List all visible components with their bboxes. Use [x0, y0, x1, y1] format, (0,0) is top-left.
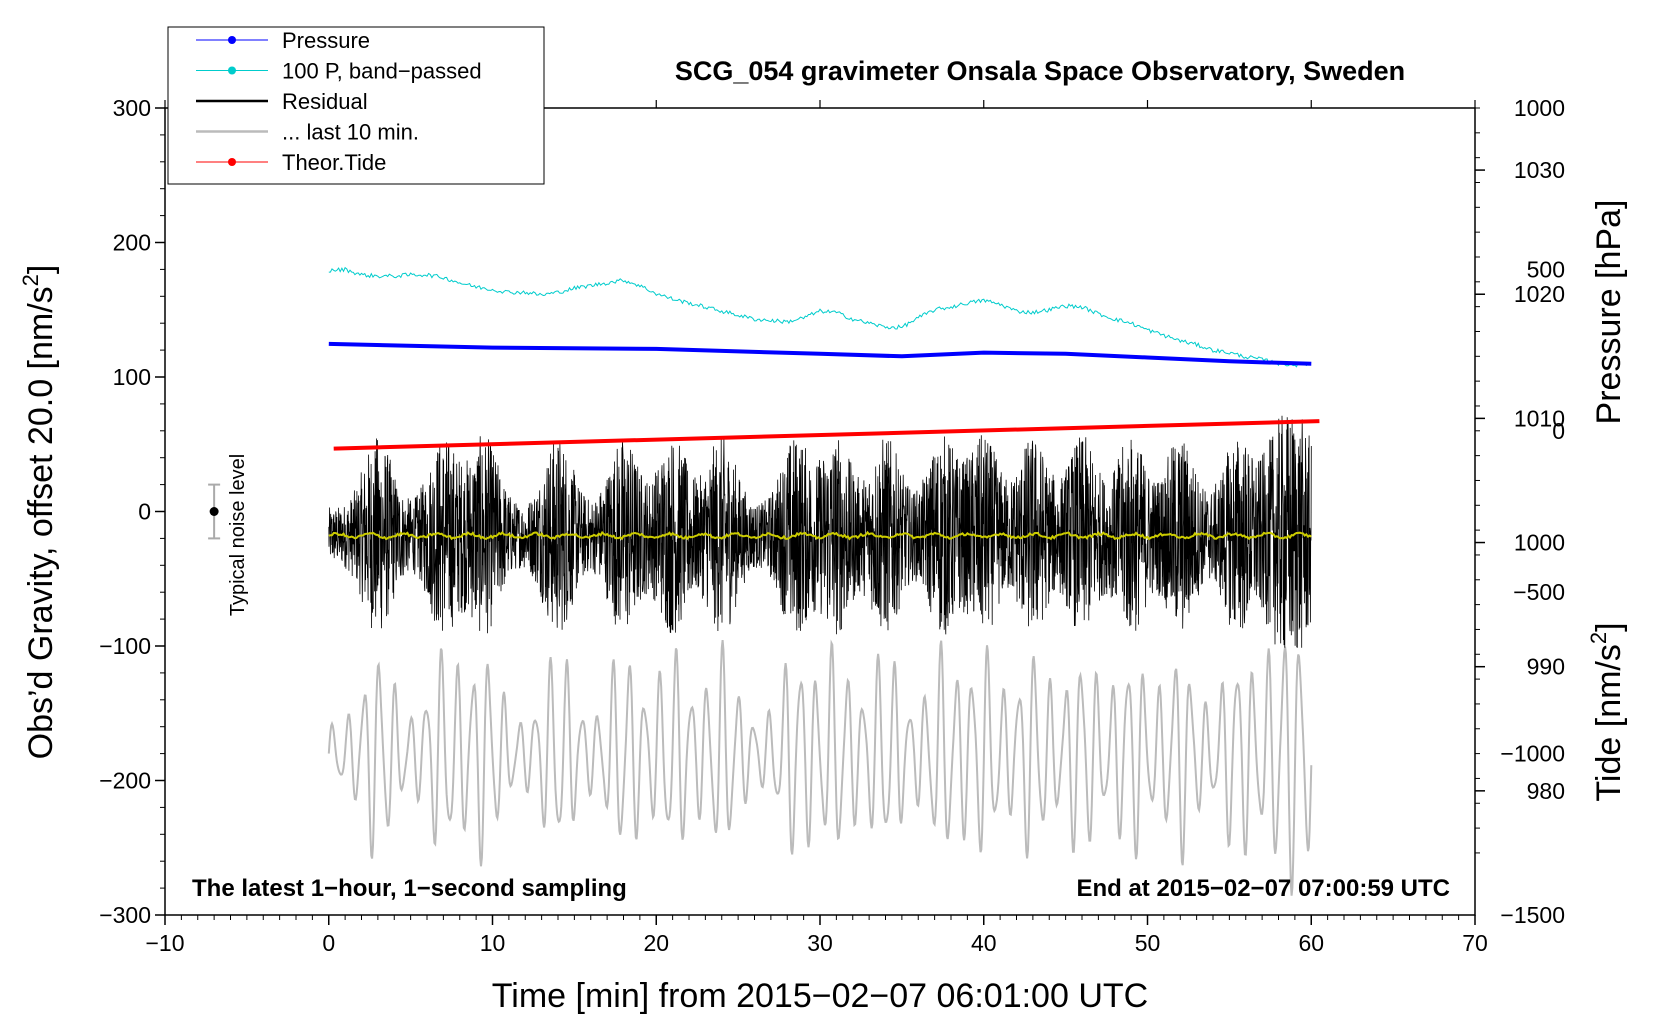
- tide-tick-label: −500: [1513, 579, 1565, 605]
- y-tick-label: 0: [138, 499, 151, 525]
- noise-bar-center: [209, 507, 219, 516]
- legend-label: Pressure: [282, 28, 370, 53]
- series-bandpassed-pressure-line: [328, 266, 1310, 368]
- x-tick-label: 20: [643, 930, 669, 956]
- pressure-tick-label: 1000: [1514, 530, 1565, 556]
- y-axis-title-main: Obs’d Gravity, offset 20.0 [nm/s: [22, 286, 60, 759]
- x-tick-label: 70: [1462, 930, 1488, 956]
- tide-axis-title-end: ]: [1590, 622, 1628, 631]
- y-tick-label: 100: [113, 364, 151, 390]
- series-pressure-line: [328, 341, 1312, 366]
- tide-tick-label: 500: [1527, 256, 1565, 282]
- noise-group: [208, 483, 221, 540]
- y-tick-label: −200: [99, 768, 151, 794]
- x-axis-title: Time [min] from 2015−02−07 06:01:00 UTC: [492, 977, 1148, 1015]
- series-residual-smoothed-line: [328, 530, 1312, 541]
- tide-axis-title-sup: 2: [1586, 632, 1611, 644]
- tide-tick-label: 0: [1552, 418, 1565, 444]
- chart-title: SCG_054 gravimeter Onsala Space Observat…: [675, 56, 1405, 86]
- series-theor-tide-line: [333, 419, 1320, 451]
- legend-marker: [228, 158, 236, 166]
- tide-tick-label: −1000: [1500, 741, 1565, 767]
- pressure-tick-label: 1010: [1514, 405, 1565, 431]
- y-axis-title: Obs’d Gravity, offset 20.0 [nm/s2]: [18, 265, 60, 760]
- y-axis-title-sup: 2: [18, 274, 43, 286]
- x-tick-label: 60: [1298, 930, 1324, 956]
- legend: Pressure 100 P, band−passed Residual ... la…: [167, 26, 545, 185]
- ticks-group: −10 0 10 20 30 40 50 60 703002001000−100−200−300…: [99, 95, 1565, 956]
- noise-label: Typical noise level: [227, 454, 249, 616]
- legend-marker: [228, 36, 236, 44]
- legend-label: Residual: [282, 89, 368, 114]
- x-tick-label: 30: [807, 930, 833, 956]
- pressure-tick-label: 980: [1527, 778, 1565, 804]
- x-tick-label: 50: [1135, 930, 1161, 956]
- legend-label: ... last 10 min.: [282, 120, 419, 145]
- tide-axis-title-main: Tide [nm/s: [1590, 644, 1628, 801]
- pressure-tick-label: 990: [1527, 654, 1565, 680]
- y-axis-title-end: ]: [22, 265, 60, 274]
- x-tick-label: 40: [971, 930, 997, 956]
- series-residual-line: [328, 415, 1312, 648]
- x-tick-label: −10: [145, 930, 184, 956]
- legend-label: 100 P, band−passed: [282, 59, 482, 84]
- y-tick-label: −300: [99, 902, 151, 928]
- y-tick-label: 200: [113, 230, 151, 256]
- tide-tick-label: 1000: [1514, 95, 1565, 121]
- annotation-right: End at 2015−02−07 07:00:59 UTC: [1076, 875, 1450, 902]
- legend-marker: [228, 66, 236, 75]
- y-tick-label: −100: [99, 633, 151, 659]
- legend-label: Theor.Tide: [282, 150, 386, 175]
- pressure-axis-title: Pressure [hPa]: [1590, 200, 1628, 425]
- annotation-left: The latest 1−hour, 1−second sampling: [192, 875, 627, 902]
- tide-axis-title: Tide [nm/s2]: [1586, 622, 1628, 801]
- x-tick-label: 10: [480, 930, 506, 956]
- x-tick-label: 0: [322, 930, 335, 956]
- tide-tick-label: −1500: [1500, 902, 1565, 928]
- y-tick-label: 300: [113, 95, 151, 121]
- series-last-10-min-line: [327, 639, 1313, 896]
- pressure-tick-label: 1020: [1514, 281, 1565, 307]
- legend-box: [167, 26, 545, 185]
- data-series-group: [327, 266, 1320, 896]
- pressure-tick-label: 1030: [1514, 157, 1565, 183]
